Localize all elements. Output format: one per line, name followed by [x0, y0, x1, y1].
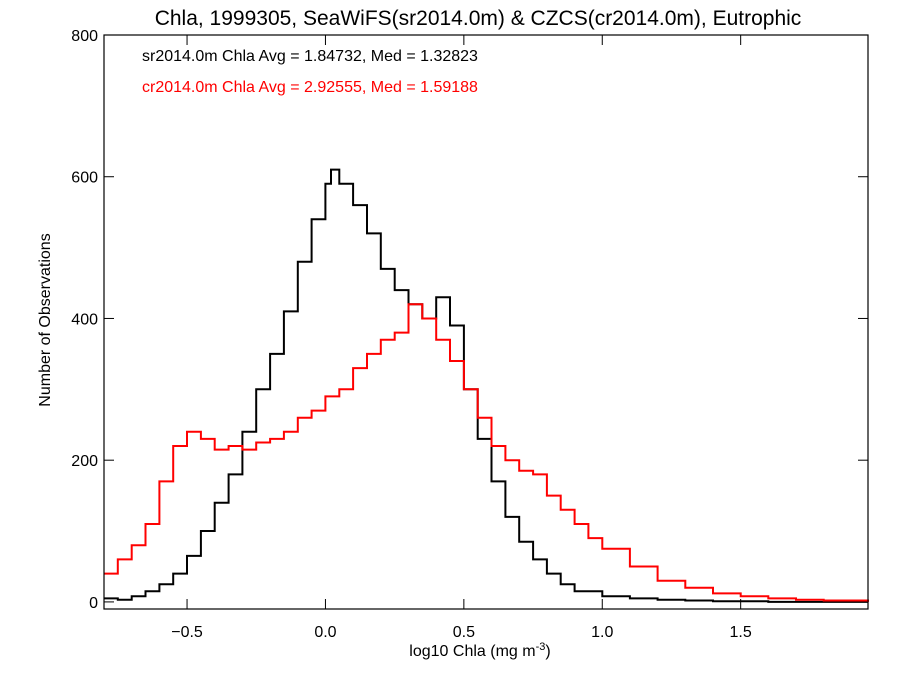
x-axis-label-main: log10 Chla (mg m: [409, 643, 535, 660]
chart-title: Chla, 1999305, SeaWiFS(sr2014.0m) & CZCS…: [155, 7, 802, 30]
x-tick-label: 0.5: [453, 624, 475, 641]
x-tick-label: 0.0: [314, 624, 336, 641]
y-tick-label: 800: [71, 28, 98, 45]
y-tick-label: 0: [89, 595, 98, 612]
y-axis-label: Number of Observations: [37, 233, 54, 406]
series-sr2014-line: [104, 168, 868, 603]
series-layer: [104, 168, 869, 603]
x-axis-label: log10 Chla (mg m-3): [409, 641, 550, 660]
y-tick-label: 200: [71, 453, 98, 470]
annotation-sr2014: sr2014.0m Chla Avg = 1.84732, Med = 1.32…: [142, 48, 478, 65]
tick-layer: −0.5 0.0 0.5 1.0 1.5 0 200 400 600 800: [71, 28, 868, 641]
plot-frame: [103, 34, 869, 610]
y-tick-label: 400: [71, 311, 98, 328]
x-tick-label: 1.5: [730, 624, 752, 641]
x-tick-label: −0.5: [171, 624, 203, 641]
x-axis-label-superscript: -3: [536, 641, 546, 653]
x-axis-label-close: ): [545, 643, 550, 660]
y-tick-label: 600: [71, 170, 98, 187]
series-cr2014-line: [104, 303, 869, 602]
annotation-cr2014: cr2014.0m Chla Avg = 2.92555, Med = 1.59…: [142, 79, 478, 96]
y-axis-label-group: Number of Observations: [37, 233, 54, 406]
x-tick-label: 1.0: [591, 624, 613, 641]
